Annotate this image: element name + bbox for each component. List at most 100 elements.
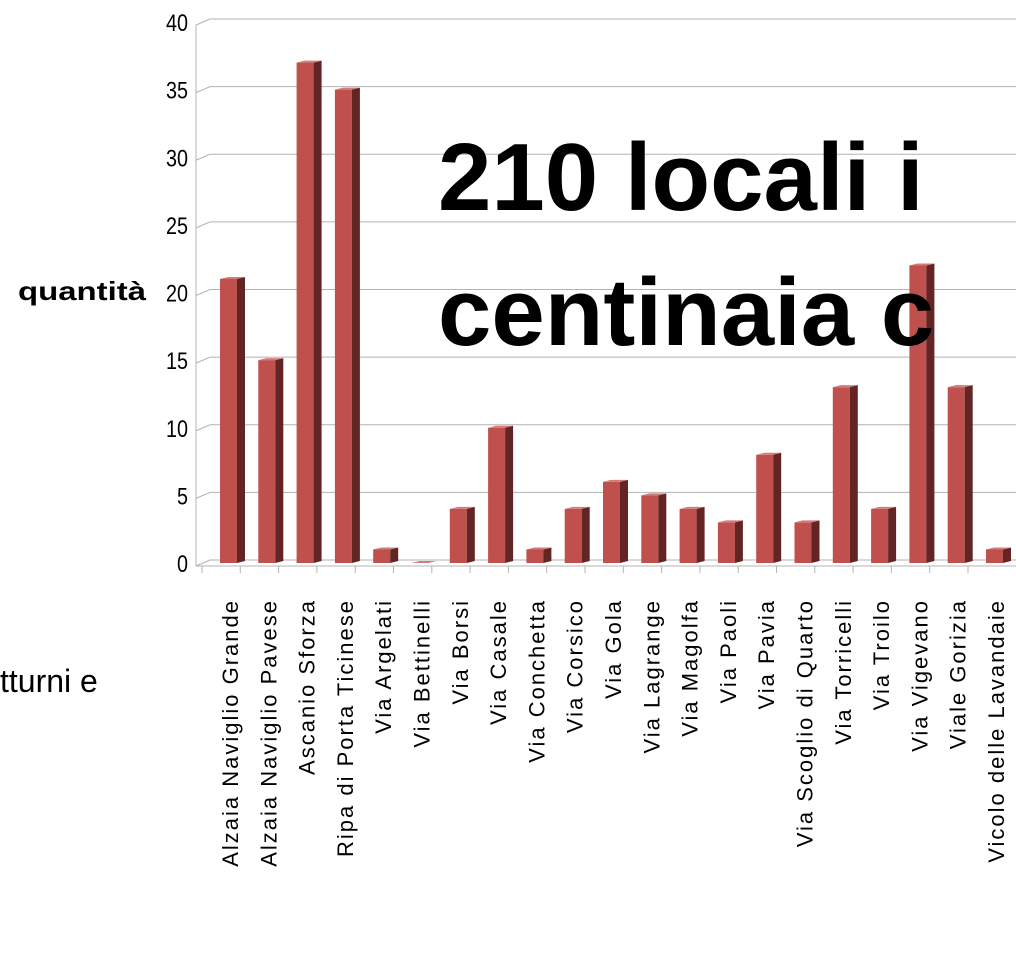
annotation: tturni e [0, 663, 98, 699]
bar [717, 520, 743, 563]
bar-face [564, 508, 582, 563]
grid-line [195, 289, 1016, 296]
x-tick-label: Via Scoglio di Quarto [793, 599, 818, 847]
x-tick-label: Viale Gorizia [946, 599, 971, 749]
x-tick-label: Via Corsico [563, 599, 588, 733]
bar [449, 506, 475, 563]
annotation: 210 locali i [438, 124, 924, 231]
bar-face [888, 506, 897, 563]
grid-line [195, 424, 1016, 432]
bar-face [411, 561, 437, 563]
x-tick-label: Ripa di Porta Ticinese [333, 599, 358, 857]
bar-face [449, 506, 475, 509]
bar-face [581, 506, 590, 563]
x-tick-label: Via Torricelli [831, 599, 856, 745]
bar-face [964, 385, 973, 563]
bar [411, 561, 437, 563]
x-tick-label: Alzaia Naviglio Pavese [256, 599, 281, 867]
y-tick-label: 15 [166, 348, 188, 375]
x-tick-label: Via Paoli [716, 599, 741, 703]
bar [488, 425, 514, 563]
x-tick-label: Via Argelati [371, 599, 396, 734]
bar-face [603, 479, 628, 482]
x-tick-label: Alzaia Naviglio Grande [218, 599, 243, 867]
bar [334, 87, 360, 563]
bar-face [526, 547, 552, 550]
x-tick-label: Vicolo delle Lavandaie [984, 599, 1009, 863]
bar-face [794, 520, 820, 523]
y-tick-label: 5 [177, 483, 188, 510]
grid-line [195, 86, 1016, 94]
y-tick-label: 35 [166, 78, 188, 105]
x-tick-label: Via Bettinelli [410, 599, 435, 748]
bar-face [849, 385, 858, 563]
bar-face [543, 547, 552, 563]
grid-line [195, 491, 1016, 499]
bar [526, 547, 552, 563]
bar-face [696, 506, 705, 563]
bar-face [1003, 547, 1011, 563]
grid-line [195, 153, 1016, 161]
bar-face [373, 547, 399, 550]
bar [296, 60, 322, 563]
bar-face [909, 263, 935, 266]
x-tick-label: Via Casale [486, 599, 511, 725]
bar-face [871, 508, 889, 563]
bar-face [603, 481, 620, 563]
bar-face [756, 452, 782, 455]
bar-face [313, 60, 322, 563]
bar [373, 547, 399, 563]
bar-face [258, 360, 276, 563]
grid-line [195, 356, 1016, 364]
y-tick-label: 0 [177, 551, 188, 578]
x-tick-label: Via Borsi [448, 599, 473, 705]
bar-face [641, 495, 659, 563]
bar-face [986, 547, 1011, 550]
x-tick-label: Via Conchetta [524, 599, 549, 763]
grid-line [195, 559, 1016, 567]
x-tick-label: Via Troilo [869, 599, 894, 710]
bar-face [296, 62, 314, 563]
bar-face [220, 276, 245, 279]
bar [832, 385, 858, 563]
bar-face [449, 508, 467, 563]
x-tick-label: Via Gola [601, 599, 626, 699]
bar-face [296, 60, 322, 63]
y-tick-label: 10 [166, 416, 188, 443]
x-tick-label: Via Vigevano [907, 599, 932, 752]
bar-face [947, 385, 973, 388]
bar-face [832, 387, 850, 563]
bar [986, 547, 1011, 563]
bar-face [466, 506, 475, 563]
bar [756, 452, 782, 563]
bar-face [986, 549, 1003, 563]
y-axis-label: quantità [18, 276, 147, 306]
bar-face [811, 520, 820, 563]
bar-face [832, 385, 858, 388]
bar-face [488, 425, 514, 428]
bar-face [794, 522, 812, 563]
y-tick-label: 25 [166, 213, 188, 240]
bar-face [526, 549, 544, 563]
x-tick-label: Via Lagrange [639, 599, 664, 754]
bar [679, 506, 705, 563]
bar-face [756, 454, 774, 563]
bar-face [717, 522, 735, 563]
bar-face [488, 427, 506, 563]
bar-face [334, 87, 360, 90]
bar [794, 520, 820, 563]
bar-face [871, 506, 897, 509]
bar-face [679, 508, 697, 563]
grid-line [195, 18, 1016, 26]
annotation: centinaia c [438, 259, 934, 366]
x-tick-label: Via Pavia [754, 599, 779, 710]
bar-face [717, 520, 743, 523]
bar-face [658, 493, 667, 563]
bar-face [926, 263, 935, 563]
bar-face [564, 506, 590, 509]
bar [947, 385, 973, 563]
bar [641, 493, 667, 563]
bar-face [275, 358, 284, 563]
y-tick-label: 30 [166, 145, 188, 172]
